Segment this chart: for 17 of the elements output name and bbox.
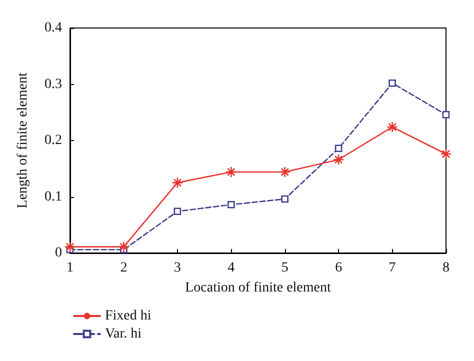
y-tick-label: 0.3 <box>44 76 62 92</box>
y-tick-label: 0.1 <box>44 189 62 204</box>
x-tick-label: 1 <box>66 260 74 276</box>
x-tick-label: 3 <box>174 260 181 276</box>
legend-label: Fixed hi <box>105 308 152 324</box>
x-tick-label: 4 <box>228 260 235 276</box>
x-tick-label: 2 <box>120 260 128 276</box>
x-tick-label: 8 <box>442 260 450 276</box>
x-tick-label: 5 <box>281 260 288 276</box>
x-axis-title: Location of finite element <box>185 280 331 296</box>
legend-label: Var. hi <box>105 326 142 342</box>
y-tick-label: 0 <box>55 246 62 260</box>
y-axis-title: Length of finite element <box>16 72 30 208</box>
y-tick-label: 0.2 <box>44 133 62 148</box>
y-tick-label: 0.4 <box>44 20 62 36</box>
x-tick-label: 6 <box>335 260 342 276</box>
x-tick-label: 7 <box>388 260 396 276</box>
